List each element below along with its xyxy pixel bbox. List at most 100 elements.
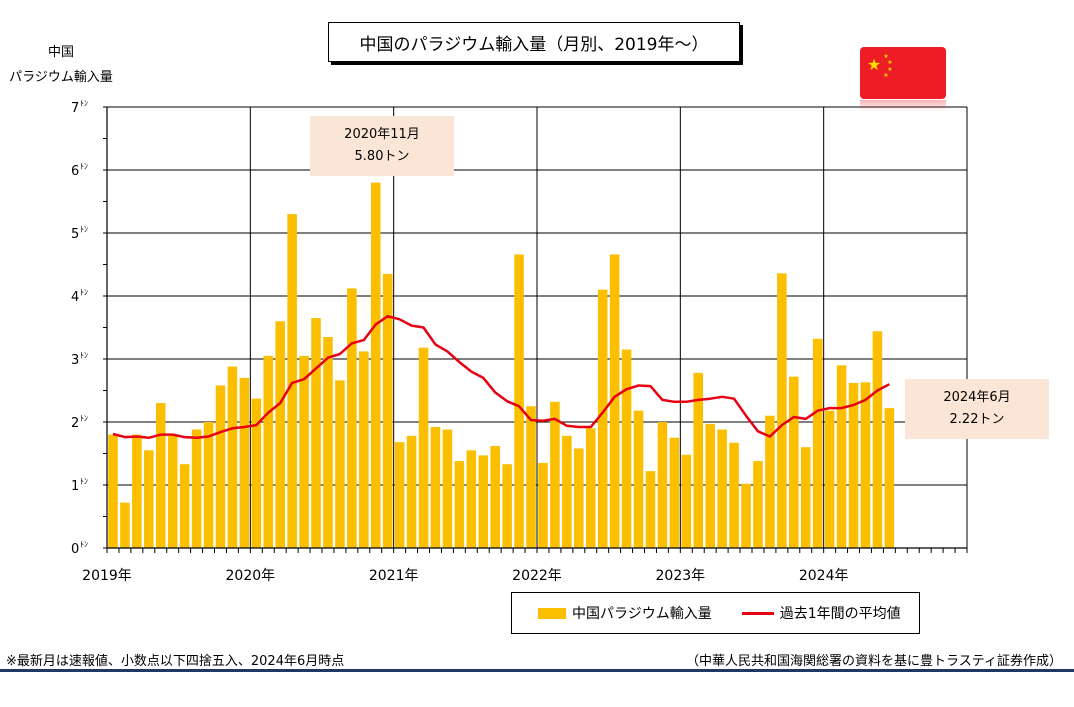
- y-tick-label: 7: [71, 101, 79, 116]
- x-tick-label: 2022年: [512, 568, 562, 584]
- y-tick-unit: ﾄﾝ: [80, 99, 88, 108]
- x-tick-label: 2021年: [369, 568, 419, 584]
- svg-text:★: ★: [887, 59, 892, 66]
- bar-month-38: [550, 401, 560, 548]
- bar-month-20: [335, 380, 345, 548]
- bar-month-50: [693, 372, 704, 548]
- callout-latest-date: 2024年6月: [943, 390, 1011, 405]
- bar-month-37: [538, 462, 548, 548]
- y-tick-label: 0: [71, 542, 79, 557]
- bar-month-25: [394, 442, 405, 548]
- svg-text:★: ★: [887, 66, 892, 73]
- x-tick-label: 2020年: [226, 568, 276, 584]
- bar-series: [108, 182, 895, 549]
- y-tick-unit: ﾄﾝ: [80, 288, 88, 297]
- bar-month-42: [597, 289, 608, 548]
- callout-latest-value: 2.22トン: [949, 412, 1005, 427]
- y-tick-unit: ﾄﾝ: [80, 225, 88, 234]
- legend-item-average: 過去1年間の平均値: [741, 603, 901, 623]
- bar-month-35: [514, 254, 524, 549]
- bar-month-63: [848, 382, 859, 548]
- x-tick-label: 2024年: [799, 568, 849, 584]
- y-axis-label-line1: 中国: [47, 45, 74, 60]
- bar-month-28: [430, 427, 441, 548]
- bar-month-3: [132, 434, 142, 548]
- legend: 中国パラジウム輸入量 過去1年間の平均値: [511, 592, 920, 634]
- legend-line-label: 過去1年間の平均値: [779, 606, 901, 622]
- footnote: ※最新月は速報値、小数点以下四捨五入、2024年6月時点: [6, 654, 345, 669]
- bar-month-51: [705, 423, 715, 548]
- bar-month-30: [454, 461, 465, 548]
- y-tick-label: 2: [71, 416, 79, 431]
- bar-month-14: [263, 355, 274, 548]
- bar-month-49: [681, 454, 692, 548]
- bar-month-46: [645, 471, 656, 548]
- bar-month-41: [585, 428, 596, 548]
- bar-month-64: [860, 382, 871, 548]
- bar-month-26: [406, 435, 417, 548]
- legend-line-swatch: [741, 611, 774, 615]
- callout-peak-date: 2020年11月: [344, 127, 420, 142]
- callout-peak-value: 5.80トン: [354, 149, 410, 164]
- y-tick-unit: ﾄﾝ: [80, 477, 88, 486]
- y-tick-unit: ﾄﾝ: [80, 351, 88, 360]
- legend-bar-label: 中国パラジウム輸入量: [572, 606, 712, 622]
- svg-text:★: ★: [867, 55, 881, 74]
- bar-month-44: [621, 349, 632, 548]
- x-tick-labels: 2019年 2020年 2021年 2022年 2023年 2024年: [82, 568, 848, 584]
- bar-month-62: [836, 365, 847, 548]
- bar-month-1: [108, 434, 118, 548]
- bar-month-11: [227, 366, 238, 548]
- bar-month-60: [812, 338, 823, 548]
- bar-month-6: [167, 435, 178, 548]
- bar-month-5: [155, 403, 166, 548]
- callout-latest: 2024年6月 2.22トン: [905, 379, 1049, 439]
- bar-month-22: [359, 351, 369, 548]
- y-tick-unit: ﾄﾝ: [80, 540, 88, 549]
- axes: [103, 106, 968, 553]
- y-tick-label: 3: [71, 353, 79, 368]
- average-line: [112, 314, 890, 440]
- bar-month-65: [872, 331, 883, 548]
- y-tick-label: 1: [71, 479, 79, 494]
- y-tick-label: 5: [71, 227, 79, 242]
- bar-month-58: [789, 376, 799, 548]
- bar-month-43: [609, 254, 620, 549]
- bar-month-19: [323, 336, 333, 548]
- y-tick-unit: ﾄﾝ: [80, 162, 88, 171]
- bar-month-16: [287, 214, 297, 548]
- bar-month-57: [777, 273, 787, 548]
- china-flag-icon: ★ ★ ★ ★ ★: [860, 47, 946, 111]
- y-tick-unit: ﾄﾝ: [80, 414, 88, 423]
- bar-month-47: [657, 422, 668, 548]
- bar-month-53: [729, 442, 739, 548]
- bar-month-4: [144, 450, 154, 548]
- bar-month-56: [765, 415, 775, 548]
- bar-month-55: [753, 461, 763, 548]
- bar-month-33: [490, 445, 500, 548]
- bar-month-40: [574, 448, 584, 548]
- bottom-rule: [0, 669, 1074, 672]
- bar-month-54: [741, 483, 751, 548]
- bar-month-36: [526, 406, 536, 548]
- bar-month-18: [311, 318, 321, 548]
- svg-text:★: ★: [883, 72, 888, 79]
- y-axis-label-line2: パラジウム輸入量: [9, 70, 113, 85]
- bar-month-45: [633, 410, 644, 548]
- bar-month-10: [215, 385, 226, 548]
- bar-month-8: [191, 429, 202, 548]
- bar-month-9: [203, 422, 214, 548]
- bar-month-32: [478, 455, 489, 548]
- svg-text:★: ★: [883, 53, 888, 60]
- average-line-series: [112, 314, 890, 440]
- bar-month-17: [299, 355, 309, 548]
- y-tick-label: 4: [71, 290, 79, 305]
- bar-month-48: [669, 437, 680, 548]
- bar-month-2: [120, 502, 130, 548]
- bar-month-7: [179, 464, 190, 548]
- bar-month-52: [717, 429, 727, 548]
- y-tick-labels: 0 ﾄﾝ1 ﾄﾝ2 ﾄﾝ3 ﾄﾝ4 ﾄﾝ5 ﾄﾝ6 ﾄﾝ7 ﾄﾝ: [71, 99, 88, 557]
- legend-item-imports: 中国パラジウム輸入量: [538, 603, 712, 623]
- callout-peak: 2020年11月 5.80トン: [310, 116, 454, 176]
